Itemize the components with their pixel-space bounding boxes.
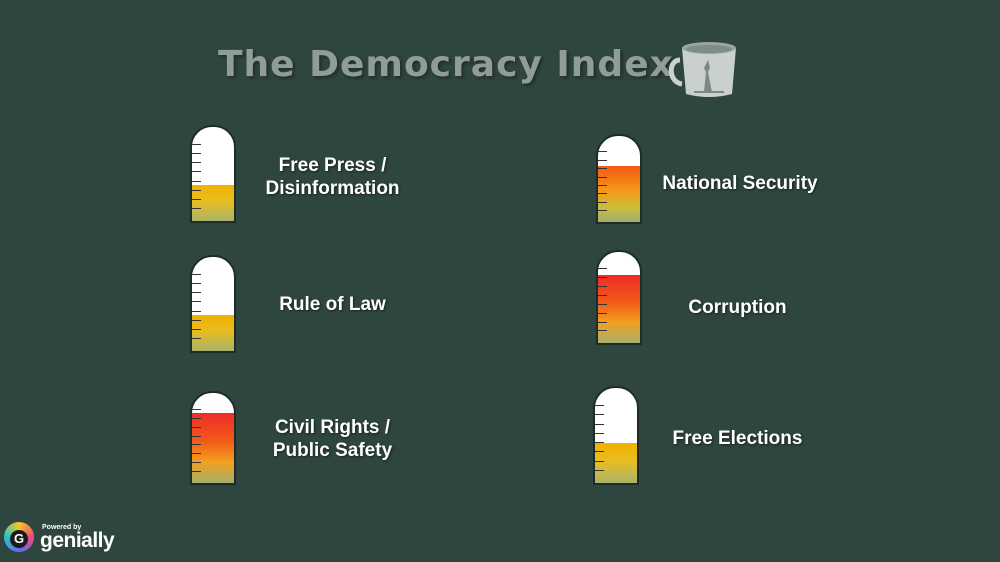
gauge-tube xyxy=(596,134,642,224)
gauge-ticks xyxy=(192,393,234,483)
gauge-tick xyxy=(598,277,607,279)
gauge-tick xyxy=(192,310,201,312)
gauge-tick xyxy=(192,283,201,285)
page-title: The Democracy Index xyxy=(218,44,674,85)
gauge-tube xyxy=(190,255,236,353)
gauge-tick xyxy=(595,405,604,407)
gauge-tick xyxy=(598,176,607,178)
gauge-tick xyxy=(595,432,604,434)
gauge-tick xyxy=(192,171,201,173)
gauge-tick xyxy=(598,168,607,170)
gauge-label-free-elections: Free Elections xyxy=(672,428,803,449)
gauge-tick xyxy=(598,193,607,195)
gauge-tick xyxy=(192,273,201,275)
gauge-tick xyxy=(192,470,201,472)
gauge-tick xyxy=(192,328,201,330)
gauge-tick xyxy=(598,303,607,305)
gauge-tick xyxy=(598,201,607,203)
gauge-tick xyxy=(192,444,201,446)
gauge-tick xyxy=(192,301,201,303)
gauge-label-corruption: Corruption xyxy=(688,297,787,318)
gauge-tick xyxy=(595,442,604,444)
genially-logo-icon: G xyxy=(4,522,34,552)
gauge-tick xyxy=(598,268,607,270)
gauge-tick xyxy=(192,198,201,200)
gauge-label-free-press: Free Press / Disinformation xyxy=(265,155,400,199)
gauge-tube xyxy=(190,391,236,485)
gauge-national-security xyxy=(596,134,642,224)
gauge-tick xyxy=(192,162,201,164)
gauge-tick xyxy=(598,321,607,323)
gauge-tick xyxy=(192,153,201,155)
gauge-ticks xyxy=(595,388,637,483)
gauge-tick xyxy=(192,292,201,294)
gauge-ticks xyxy=(598,136,640,222)
gauge-tick xyxy=(598,294,607,296)
gauge-tick xyxy=(192,319,201,321)
gauge-civil-rights xyxy=(190,391,236,485)
header: The Democracy Index xyxy=(0,38,1000,98)
gauge-tick xyxy=(595,423,604,425)
gauge-fill xyxy=(595,443,637,483)
genially-logo[interactable]: G Powered by genially xyxy=(4,520,115,556)
gauge-tick xyxy=(192,409,201,411)
gauge-tick xyxy=(595,451,604,453)
gauge-tick xyxy=(192,417,201,419)
gauge-free-elections xyxy=(593,386,639,485)
gauge-tick xyxy=(598,159,607,161)
gauge-tick xyxy=(598,312,607,314)
gauge-tick xyxy=(192,143,201,145)
gauge-tick xyxy=(192,435,201,437)
gauge-tick xyxy=(598,210,607,212)
gauge-tube xyxy=(596,250,642,345)
gauge-tick xyxy=(192,453,201,455)
powered-by-text: Powered by xyxy=(42,524,82,531)
gauge-ticks xyxy=(192,257,234,351)
brand-text: genially xyxy=(40,529,115,552)
gauge-fill xyxy=(192,185,234,221)
gauge-tick xyxy=(595,414,604,416)
gauge-tick xyxy=(595,469,604,471)
gauge-tick xyxy=(598,151,607,153)
gauge-tick xyxy=(192,180,201,182)
gauge-tick xyxy=(192,189,201,191)
gauge-tube xyxy=(593,386,639,485)
gauge-tick xyxy=(595,460,604,462)
gauge-label-civil-rights: Civil Rights / Public Safety xyxy=(272,417,393,461)
gauge-tick xyxy=(192,208,201,210)
gauge-ticks xyxy=(598,252,640,343)
gauge-tick xyxy=(192,338,201,340)
gauge-tick xyxy=(192,426,201,428)
gauge-ticks xyxy=(192,127,234,221)
gauge-tick xyxy=(192,461,201,463)
gauge-label-national-security: National Security xyxy=(662,173,818,194)
gauge-tick xyxy=(598,185,607,187)
gauge-fill xyxy=(192,315,234,351)
gauge-rule-of-law xyxy=(190,255,236,353)
gauge-tube xyxy=(190,125,236,223)
gauge-free-press xyxy=(190,125,236,223)
gauge-tick xyxy=(598,286,607,288)
gauge-label-rule-of-law: Rule of Law xyxy=(279,294,386,315)
gauge-tick xyxy=(598,330,607,332)
gauge-corruption xyxy=(596,250,642,345)
liberty-mug-icon xyxy=(668,42,736,97)
